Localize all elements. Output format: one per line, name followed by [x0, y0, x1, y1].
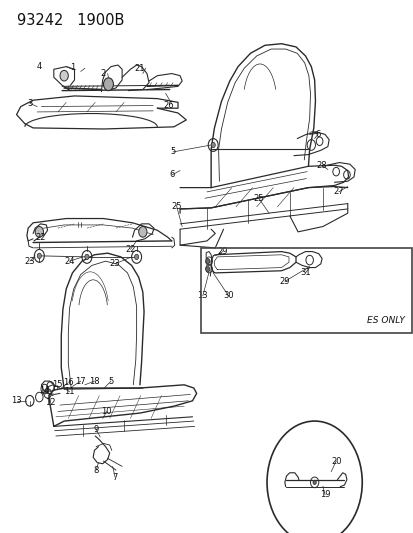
Text: 11: 11 — [64, 387, 75, 396]
Text: 19: 19 — [319, 490, 330, 499]
Text: 24: 24 — [64, 257, 75, 265]
Text: 7: 7 — [112, 473, 117, 481]
Text: 20: 20 — [330, 457, 341, 465]
Text: 12: 12 — [45, 398, 56, 407]
Circle shape — [138, 227, 147, 237]
Text: 26: 26 — [163, 101, 174, 109]
Text: 22: 22 — [125, 245, 135, 254]
Circle shape — [211, 142, 215, 148]
Text: 25: 25 — [253, 194, 263, 203]
Text: 29: 29 — [279, 277, 290, 286]
Circle shape — [134, 254, 138, 260]
Text: 18: 18 — [89, 377, 100, 385]
Circle shape — [37, 253, 41, 259]
Text: 3: 3 — [27, 99, 32, 108]
Text: 2: 2 — [100, 69, 105, 78]
Text: 23: 23 — [109, 260, 120, 268]
Text: 27: 27 — [332, 188, 343, 196]
Text: 13: 13 — [197, 292, 208, 300]
Text: 23: 23 — [24, 257, 35, 265]
Text: 5: 5 — [170, 148, 175, 156]
Circle shape — [103, 78, 113, 91]
Text: 14: 14 — [39, 386, 50, 394]
Circle shape — [205, 266, 209, 272]
Text: 10: 10 — [101, 407, 112, 416]
Circle shape — [35, 227, 43, 237]
Text: 6: 6 — [315, 130, 320, 139]
Text: 21: 21 — [134, 64, 145, 72]
Text: 8: 8 — [93, 466, 98, 474]
Text: 22: 22 — [35, 233, 46, 241]
Circle shape — [312, 480, 316, 484]
Text: 4: 4 — [37, 62, 42, 71]
Circle shape — [60, 70, 68, 81]
Text: 25: 25 — [171, 203, 181, 211]
Text: 29: 29 — [217, 247, 228, 256]
Text: ES ONLY: ES ONLY — [366, 316, 404, 325]
Text: 5: 5 — [108, 377, 113, 385]
Text: 30: 30 — [223, 292, 233, 300]
Text: 93242   1900B: 93242 1900B — [17, 13, 123, 28]
Text: 13: 13 — [11, 397, 22, 405]
Text: 9: 9 — [93, 425, 98, 433]
Text: 31: 31 — [299, 269, 310, 277]
Text: 15: 15 — [52, 381, 62, 389]
Text: 28: 28 — [316, 161, 327, 169]
Text: 17: 17 — [75, 377, 86, 385]
Text: 16: 16 — [63, 378, 74, 387]
Text: 1: 1 — [70, 63, 75, 72]
Bar — [200, 248, 411, 333]
Circle shape — [205, 259, 209, 264]
Circle shape — [85, 254, 89, 260]
Text: 6: 6 — [169, 171, 174, 179]
